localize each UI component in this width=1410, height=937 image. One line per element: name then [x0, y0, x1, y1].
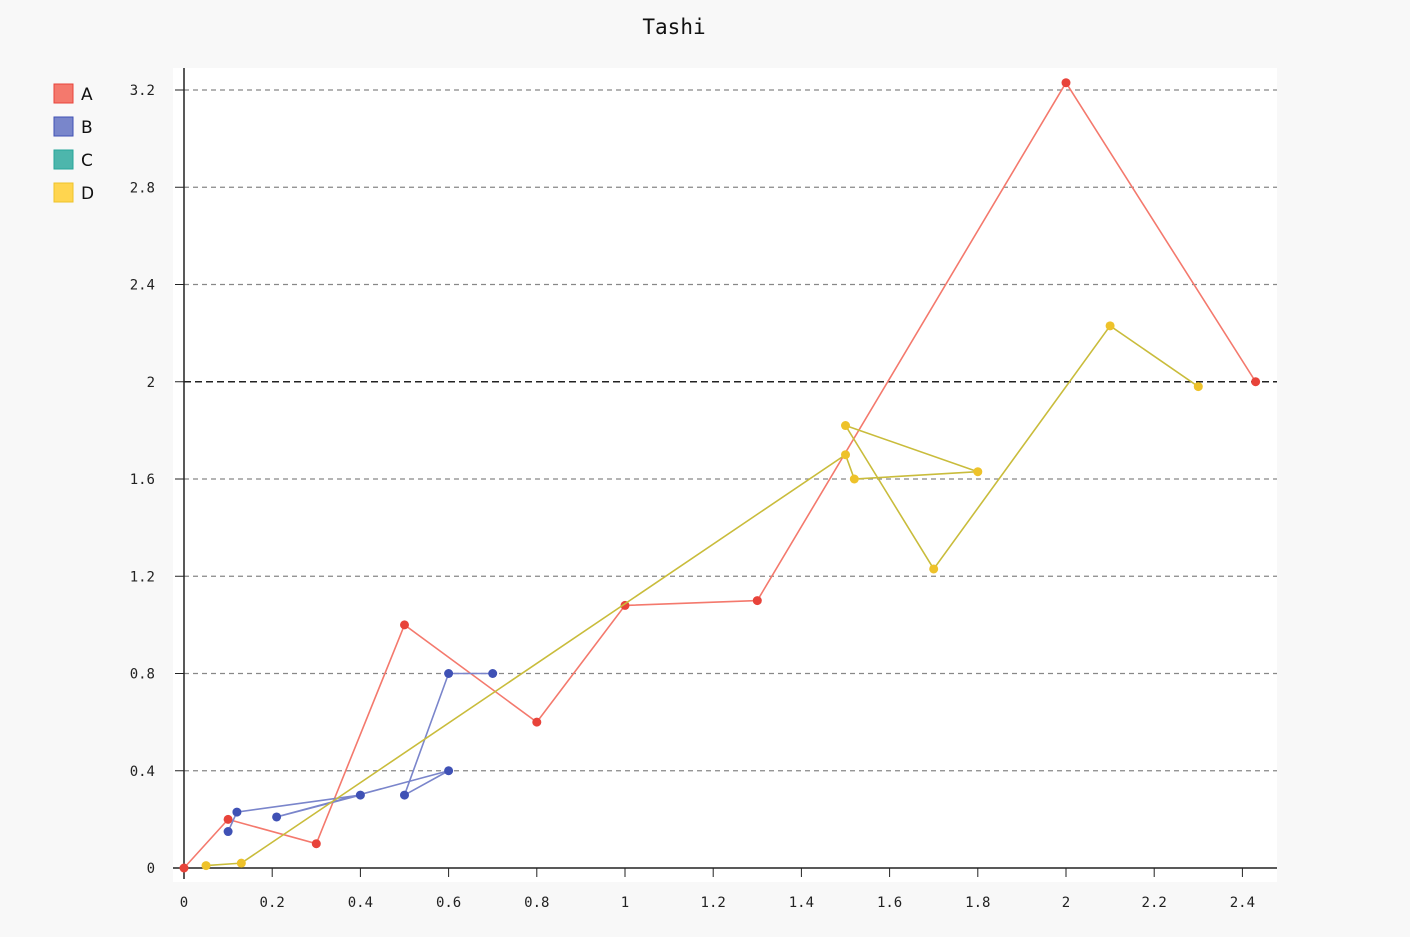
- x-tick-label: 0.4: [348, 895, 373, 911]
- data-point-a: [1251, 377, 1261, 387]
- data-point-a: [179, 863, 189, 873]
- data-point-d: [201, 861, 211, 871]
- legend-swatch[interactable]: [53, 83, 74, 104]
- x-tick-label: 2: [1062, 895, 1070, 911]
- y-tick-label: 2.4: [130, 278, 155, 294]
- x-tick-label: 0.6: [436, 895, 461, 911]
- data-point-b: [400, 790, 409, 800]
- data-point-b: [355, 790, 365, 800]
- x-tick-label: 0.8: [524, 895, 549, 911]
- data-point-d: [929, 564, 939, 574]
- legend-swatch[interactable]: [53, 182, 74, 203]
- data-point-d: [841, 450, 850, 460]
- series-d: [201, 321, 1203, 871]
- data-point-b: [444, 766, 454, 776]
- tick-layer: 0 0.4 0.8 1.2 1.6 2 2.4 2.8 3.2 0 0.2 0.4 0.6 0.8 1 1.2…: [130, 83, 1255, 911]
- data-point-d: [973, 467, 983, 477]
- axes-layer: [173, 68, 1277, 879]
- legend-label[interactable]: A: [81, 85, 93, 105]
- plot-background: [173, 68, 1277, 882]
- x-tick-label: 0: [180, 895, 188, 911]
- y-tick-label: 0.8: [130, 667, 155, 683]
- x-tick-label: 1.8: [965, 895, 990, 911]
- grid-layer: [184, 89, 1277, 772]
- chart-title: Tashi: [642, 15, 705, 39]
- data-point-d: [1105, 321, 1115, 331]
- y-tick-label: 0: [147, 861, 155, 877]
- series-layer: [179, 78, 1261, 873]
- x-tick-label: 1: [621, 895, 629, 911]
- legend-swatch[interactable]: [53, 149, 74, 170]
- data-point-a: [532, 717, 542, 727]
- data-point-b: [232, 807, 242, 817]
- y-tick-label: 0.4: [130, 764, 155, 780]
- y-tick-label: 2: [147, 375, 155, 391]
- data-point-b: [488, 669, 498, 678]
- y-tick-label: 2.8: [130, 180, 155, 196]
- legend-label[interactable]: D: [81, 184, 94, 204]
- y-tick-label: 1.2: [130, 569, 155, 585]
- data-point-b: [444, 669, 454, 678]
- data-point-d: [236, 858, 246, 868]
- data-point-b: [272, 812, 282, 822]
- data-point-a: [400, 620, 409, 630]
- data-point-a: [311, 839, 321, 849]
- data-point-a: [223, 814, 233, 824]
- x-tick-label: 2.2: [1142, 895, 1167, 911]
- data-point-b: [223, 827, 233, 837]
- data-point-d: [841, 421, 850, 431]
- series-b: [223, 669, 498, 837]
- legend-swatch[interactable]: [53, 116, 74, 137]
- x-tick-label: 2.4: [1230, 895, 1255, 911]
- x-tick-label: 1.6: [877, 895, 902, 911]
- x-tick-label: 1.4: [789, 895, 814, 911]
- y-tick-label: 1.6: [130, 472, 155, 488]
- y-tick-label: 3.2: [130, 83, 155, 99]
- data-point-a: [1061, 78, 1071, 88]
- x-tick-label: 1.2: [701, 895, 726, 911]
- data-point-d: [849, 474, 859, 484]
- legend-label[interactable]: B: [81, 118, 93, 138]
- series-a: [179, 78, 1261, 873]
- legend-label[interactable]: C: [81, 151, 93, 171]
- data-point-d: [1193, 382, 1203, 392]
- data-point-a: [752, 596, 762, 606]
- x-tick-label: 0.2: [260, 895, 285, 911]
